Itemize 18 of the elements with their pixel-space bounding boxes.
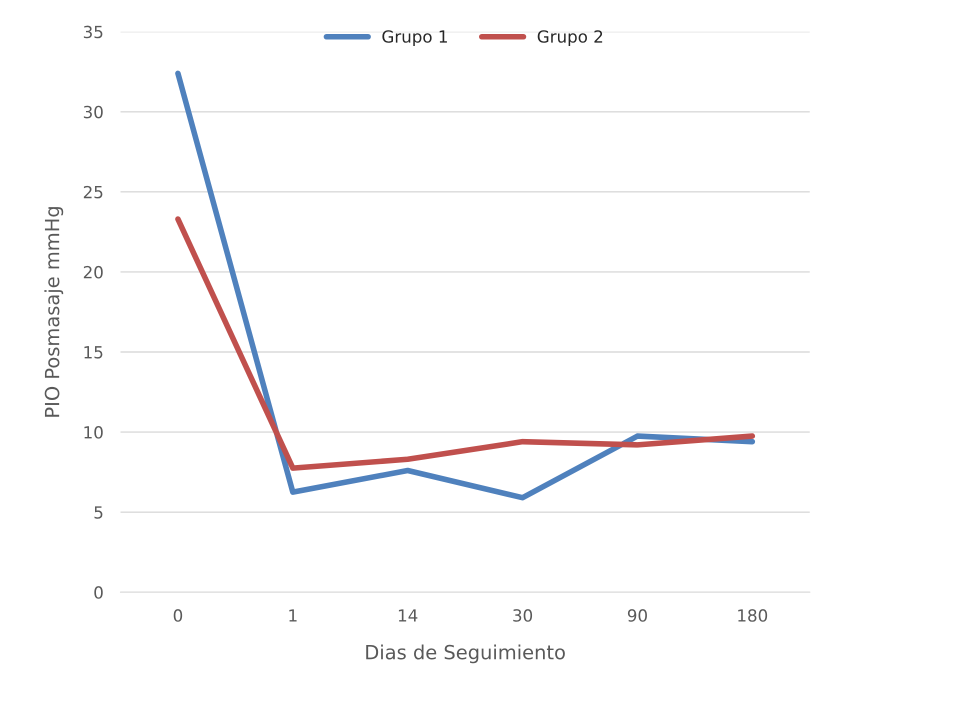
x-tick-label: 30 <box>513 609 532 622</box>
y-tick-label: 35 <box>84 26 102 38</box>
x-tick-label: 90 <box>628 609 647 622</box>
y-tick-label: 20 <box>84 266 103 278</box>
x-tick-label: 1 <box>289 609 297 622</box>
y-tick-label: 10 <box>84 426 103 439</box>
y-axis-title: PIO Posmasaje mmHg <box>44 207 64 417</box>
y-tick-label: 30 <box>84 106 103 118</box>
x-tick-label: 180 <box>738 609 768 622</box>
y-tick-label: 15 <box>84 346 102 359</box>
y-tick-label: 5 <box>94 506 102 519</box>
y-tick-label: 25 <box>84 186 102 198</box>
y-tick-label: 0 <box>94 586 103 599</box>
legend-label: Grupo 2 <box>538 30 602 46</box>
x-tick-label: 0 <box>174 609 182 622</box>
x-axis-title: Dias de Seguimiento <box>366 644 565 664</box>
x-tick-label: 14 <box>398 609 418 622</box>
legend-label: Grupo 1 <box>382 30 447 46</box>
